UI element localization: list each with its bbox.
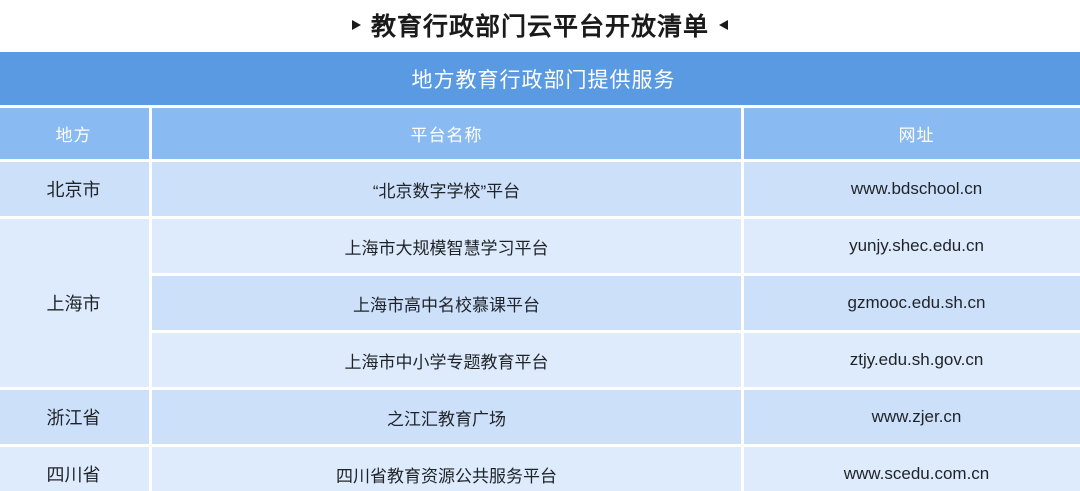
region-cell-zhejiang: 浙江省	[0, 390, 149, 444]
region-cell-sichuan: 四川省	[0, 447, 149, 491]
platform-cell: “北京数字学校”平台	[152, 162, 741, 216]
table-row: 浙江省 之江汇教育广场 www.zjer.cn	[0, 390, 1080, 444]
url-cell[interactable]: www.bdschool.cn	[744, 162, 1080, 216]
url-cell[interactable]: ztjy.edu.sh.gov.cn	[744, 333, 1080, 387]
url-cell[interactable]: www.scedu.com.cn	[744, 447, 1080, 491]
table-row: 上海市中小学专题教育平台 ztjy.edu.sh.gov.cn	[0, 333, 1080, 387]
table-row: 上海市高中名校慕课平台 gzmooc.edu.sh.cn	[0, 276, 1080, 330]
table-row: 四川省 四川省教育资源公共服务平台 www.scedu.com.cn	[0, 447, 1080, 491]
url-cell[interactable]: gzmooc.edu.sh.cn	[744, 276, 1080, 330]
platform-cell: 四川省教育资源公共服务平台	[152, 447, 741, 491]
platform-cell: 之江汇教育广场	[152, 390, 741, 444]
platform-cell: 上海市大规模智慧学习平台	[152, 219, 741, 273]
page-title: 教育行政部门云平台开放清单	[0, 0, 1080, 49]
platform-cell: 上海市高中名校慕课平台	[152, 276, 741, 330]
triangle-right-icon	[351, 19, 361, 30]
column-header-platform: 平台名称	[152, 108, 741, 159]
region-cell-beijing: 北京市	[0, 162, 149, 216]
table-header-row: 地方 平台名称 网址	[0, 108, 1080, 159]
table-row: 上海市 上海市大规模智慧学习平台 yunjy.shec.edu.cn	[0, 219, 1080, 387]
column-header-region: 地方	[0, 108, 149, 159]
table-banner-row: 地方教育行政部门提供服务	[0, 52, 1080, 105]
platform-table: 地方教育行政部门提供服务 地方 平台名称 网址 北京市 “北京数字学校”平台 w…	[0, 49, 1080, 491]
column-header-url: 网址	[744, 108, 1080, 159]
url-cell[interactable]: yunjy.shec.edu.cn	[744, 219, 1080, 273]
table-banner-label: 地方教育行政部门提供服务	[0, 52, 1080, 105]
url-cell[interactable]: www.zjer.cn	[744, 390, 1080, 444]
platform-table-container: 地方教育行政部门提供服务 地方 平台名称 网址 北京市 “北京数字学校”平台 w…	[0, 49, 1080, 491]
region-cell-shanghai: 上海市	[0, 219, 149, 387]
table-row: 北京市 “北京数字学校”平台 www.bdschool.cn	[0, 162, 1080, 216]
triangle-left-icon	[719, 19, 728, 30]
platform-cell: 上海市中小学专题教育平台	[152, 333, 741, 387]
page-title-text: 教育行政部门云平台开放清单	[370, 12, 709, 41]
